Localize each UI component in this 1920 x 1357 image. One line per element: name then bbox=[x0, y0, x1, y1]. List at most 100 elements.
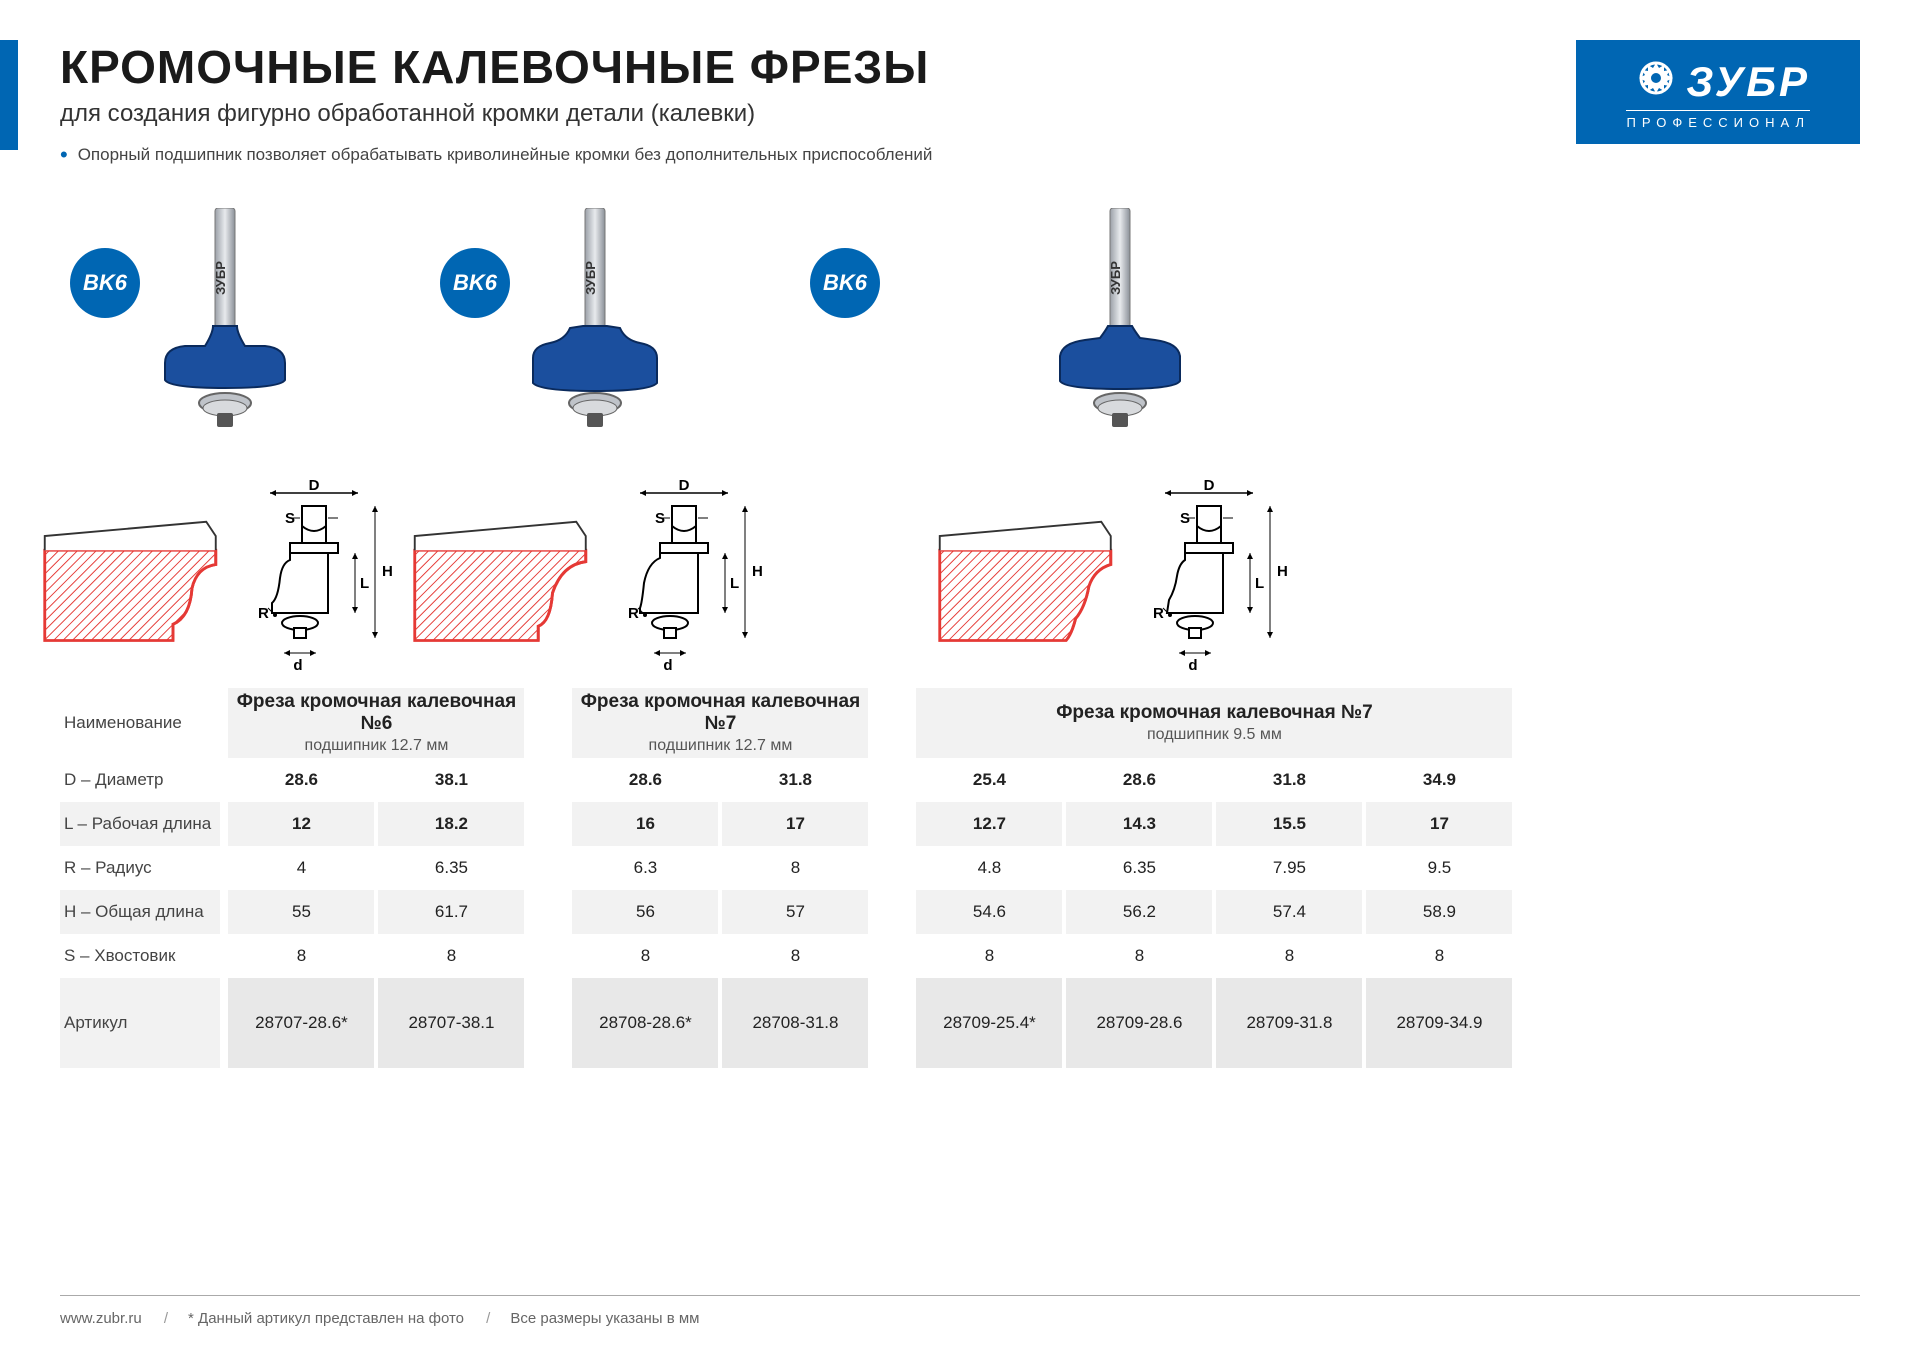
spec-cell: 28.6 bbox=[226, 758, 376, 802]
spec-cell: 6.3 bbox=[570, 846, 720, 890]
spec-cell: 17 bbox=[720, 802, 870, 846]
spec-cell: 8 bbox=[570, 934, 720, 978]
svg-text:H: H bbox=[382, 563, 393, 580]
spec-tables: Наименование D – Диаметр L – Рабочая дли… bbox=[0, 678, 1920, 1068]
spec-cell: 56.2 bbox=[1064, 890, 1214, 934]
product-column: BK6 ЗУБР D S H L R d bbox=[800, 188, 1440, 678]
article-cell: 28708-28.6* bbox=[570, 978, 720, 1068]
article-cell: 28709-28.6 bbox=[1064, 978, 1214, 1068]
spec-cell: 12.7 bbox=[914, 802, 1064, 846]
svg-text:D: D bbox=[309, 478, 320, 494]
footer-note: Все размеры указаны в мм bbox=[510, 1310, 699, 1327]
footer-note: * Данный артикул представлен на фото bbox=[188, 1310, 490, 1327]
spec-cell: 56 bbox=[570, 890, 720, 934]
spec-cell: 8 bbox=[720, 934, 870, 978]
spec-cell: 8 bbox=[1214, 934, 1364, 978]
svg-text:ЗУБР: ЗУБР bbox=[583, 261, 598, 295]
product-subtitle: подшипник 9.5 мм bbox=[1147, 726, 1282, 743]
spec-cell: 8 bbox=[1364, 934, 1514, 978]
spec-cell: 54.6 bbox=[914, 890, 1064, 934]
spec-table: Фреза кромочная калевочная №7 подшипник 1… bbox=[568, 688, 872, 1068]
spec-cell: 6.35 bbox=[1064, 846, 1214, 890]
article-cell: 28708-31.8 bbox=[720, 978, 870, 1068]
product-subtitle: подшипник 12.7 мм bbox=[649, 737, 793, 754]
spec-cell: 12 bbox=[226, 802, 376, 846]
svg-text:d: d bbox=[1188, 657, 1197, 674]
spec-cell: 28.6 bbox=[570, 758, 720, 802]
diagram-row: D S H L R d bbox=[410, 478, 780, 678]
diagram-row: D S H L R d bbox=[40, 478, 410, 678]
spec-cell: 17 bbox=[1364, 802, 1514, 846]
footer: www.zubr.ru * Данный артикул представлен… bbox=[60, 1295, 1860, 1327]
spec-cell: 31.8 bbox=[1214, 758, 1364, 802]
product-row: BK6 ЗУБР D S H L R d BK6 bbox=[0, 178, 1920, 678]
header: КРОМОЧНЫЕ КАЛЕВОЧНЫЕ ФРЕЗЫ для создания … bbox=[0, 0, 1920, 178]
spec-cell: 14.3 bbox=[1064, 802, 1214, 846]
page-title: КРОМОЧНЫЕ КАЛЕВОЧНЫЕ ФРЕЗЫ bbox=[60, 40, 1576, 94]
article-cell: 28709-34.9 bbox=[1364, 978, 1514, 1068]
article-cell: 28707-38.1 bbox=[376, 978, 526, 1068]
saw-icon bbox=[1634, 58, 1678, 106]
article-cell: 28707-28.6* bbox=[226, 978, 376, 1068]
spec-cell: 8 bbox=[376, 934, 526, 978]
spec-cell: 6.35 bbox=[376, 846, 526, 890]
spec-cell: 7.95 bbox=[1214, 846, 1364, 890]
row-header-column: Наименование D – Диаметр L – Рабочая дли… bbox=[60, 688, 220, 1068]
product-column: BK6 ЗУБР D S H L R d bbox=[60, 188, 390, 678]
article-cell: 28709-31.8 bbox=[1214, 978, 1364, 1068]
spec-cell: 16 bbox=[570, 802, 720, 846]
spec-table: Фреза кромочная калевочная №6 подшипник 1… bbox=[224, 688, 528, 1068]
spec-cell: 9.5 bbox=[1364, 846, 1514, 890]
product-image: BK6 ЗУБР bbox=[430, 188, 760, 468]
spec-cell: 31.8 bbox=[720, 758, 870, 802]
spec-cell: 28.6 bbox=[1064, 758, 1214, 802]
spec-cell: 55 bbox=[226, 890, 376, 934]
page-subtitle: для создания фигурно обработанной кромки… bbox=[60, 100, 1576, 128]
spec-cell: 8 bbox=[914, 934, 1064, 978]
product-image: BK6 ЗУБР bbox=[60, 188, 390, 468]
svg-text:H: H bbox=[1277, 563, 1288, 580]
product-title: Фреза кромочная калевочная №6 bbox=[228, 691, 524, 735]
svg-text:ЗУБР: ЗУБР bbox=[213, 261, 228, 295]
spec-cell: 25.4 bbox=[914, 758, 1064, 802]
svg-text:R: R bbox=[1153, 605, 1164, 622]
svg-text:R: R bbox=[258, 605, 269, 622]
grade-badge: BK6 bbox=[440, 248, 510, 318]
spec-cell: 57.4 bbox=[1214, 890, 1364, 934]
spec-cell: 4.8 bbox=[914, 846, 1064, 890]
product-title: Фреза кромочная калевочная №7 bbox=[572, 691, 868, 735]
spec-cell: 57 bbox=[720, 890, 870, 934]
product-subtitle: подшипник 12.7 мм bbox=[305, 737, 449, 754]
product-title: Фреза кромочная калевочная №7 bbox=[916, 702, 1512, 724]
product-image: BK6 ЗУБР bbox=[800, 188, 1440, 468]
brand-tagline: ПРОФЕССИОНАЛ bbox=[1626, 110, 1810, 130]
spec-cell: 8 bbox=[1064, 934, 1214, 978]
footer-site: www.zubr.ru bbox=[60, 1310, 168, 1327]
brand-logo: ЗУБР ПРОФЕССИОНАЛ bbox=[1576, 40, 1860, 144]
spec-table: Фреза кромочная калевочная №7 подшипник 9… bbox=[912, 688, 1516, 1068]
spec-cell: 4 bbox=[226, 846, 376, 890]
spec-cell: 61.7 bbox=[376, 890, 526, 934]
svg-text:D: D bbox=[679, 478, 690, 494]
grade-badge: BK6 bbox=[810, 248, 880, 318]
spec-cell: 15.5 bbox=[1214, 802, 1364, 846]
svg-text:ЗУБР: ЗУБР bbox=[1108, 261, 1123, 295]
spec-cell: 58.9 bbox=[1364, 890, 1514, 934]
spec-cell: 38.1 bbox=[376, 758, 526, 802]
svg-text:D: D bbox=[1204, 478, 1215, 494]
article-cell: 28709-25.4* bbox=[914, 978, 1064, 1068]
spec-cell: 8 bbox=[226, 934, 376, 978]
accent-bar bbox=[0, 40, 18, 150]
svg-text:d: d bbox=[663, 657, 672, 674]
grade-badge: BK6 bbox=[70, 248, 140, 318]
svg-text:L: L bbox=[360, 575, 369, 592]
diagram-row: D S H L R d bbox=[935, 478, 1305, 678]
feature-bullet: Опорный подшипник позволяет обрабатывать… bbox=[60, 142, 1576, 168]
svg-text:H: H bbox=[752, 563, 763, 580]
svg-text:d: d bbox=[293, 657, 302, 674]
svg-text:R: R bbox=[628, 605, 639, 622]
spec-cell: 34.9 bbox=[1364, 758, 1514, 802]
spec-cell: 18.2 bbox=[376, 802, 526, 846]
svg-text:L: L bbox=[730, 575, 739, 592]
spec-cell: 8 bbox=[720, 846, 870, 890]
